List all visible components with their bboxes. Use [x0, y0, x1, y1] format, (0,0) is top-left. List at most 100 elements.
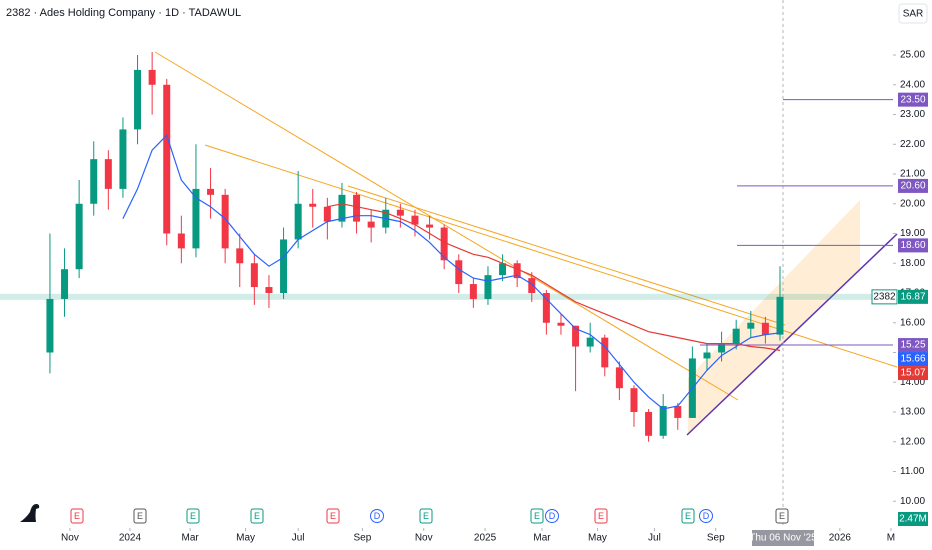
y-tick-label: 25.00: [900, 50, 925, 61]
candle-body: [601, 337, 609, 368]
candle-body: [367, 221, 375, 228]
candle-body: [134, 69, 142, 130]
level-badge-text: 15.25: [900, 340, 925, 351]
candle-body: [703, 352, 711, 359]
candle-body: [411, 215, 419, 225]
ma-badge-text: 15.66: [900, 354, 925, 365]
ma-badge: [898, 366, 928, 381]
candle-body: [75, 203, 83, 270]
candle-body: [294, 203, 302, 240]
candle-body: [250, 263, 258, 288]
event-icon: [133, 508, 147, 524]
y-tick-label: 22.00: [900, 139, 925, 150]
event-label: D: [549, 511, 556, 521]
y-tick-label: 20.00: [900, 198, 925, 209]
candle-body: [659, 406, 667, 436]
y-tick-label: 12.00: [900, 436, 925, 447]
x-tick-label: 2025: [474, 533, 497, 544]
level-badge: [898, 238, 928, 253]
trend-line: [686, 233, 898, 436]
price-badge: [898, 289, 928, 304]
event-icon: [594, 508, 608, 524]
event-label: E: [74, 511, 80, 521]
candle-body: [440, 227, 448, 261]
trend-line: [154, 51, 739, 401]
y-tick-label: 10.00: [900, 496, 925, 507]
candle-body: [323, 206, 331, 222]
level-badge-text: 20.60: [900, 181, 925, 192]
cursor-badge: [752, 530, 814, 546]
candle-body: [469, 284, 477, 299]
candle-body: [236, 248, 244, 264]
y-tick-label: 13.00: [900, 407, 925, 418]
candle-body: [426, 224, 434, 228]
event-icon: [681, 508, 695, 524]
moving-average: [327, 203, 781, 351]
candle-body: [265, 287, 273, 294]
event-label: E: [423, 511, 429, 521]
event-icon: [250, 508, 264, 524]
y-tick-label: 14.00: [900, 377, 925, 388]
event-icon: [186, 508, 200, 524]
logo: [20, 504, 40, 522]
level-badge: [898, 338, 928, 353]
candle-body: [353, 194, 361, 222]
candle-body: [163, 84, 171, 234]
ma-badge: [898, 352, 928, 367]
y-tick-label: 23.00: [900, 109, 925, 120]
x-tick-label: Mar: [181, 533, 199, 544]
candle-body: [61, 269, 69, 299]
candle-body: [207, 188, 215, 195]
x-tick-label: Nov: [415, 533, 433, 544]
x-tick-label: May: [236, 533, 255, 544]
candle-body: [396, 209, 404, 216]
candle-body: [90, 159, 98, 204]
candle-body: [280, 239, 288, 294]
candle-body: [484, 275, 492, 299]
candle-body: [192, 188, 200, 249]
event-icon: [70, 508, 84, 524]
volume-badge-text: 2.47M: [899, 514, 927, 525]
event-label: E: [779, 511, 785, 521]
event-label: D: [374, 511, 381, 521]
event-icon: [699, 509, 713, 523]
candle-body: [557, 322, 565, 326]
price-badge-text: 16.87: [900, 292, 925, 303]
x-tick-label: 2024: [119, 533, 142, 544]
volume-badge: [898, 512, 928, 526]
event-label: D: [703, 511, 710, 521]
candle-body: [46, 298, 54, 353]
x-tick-label: Mar: [533, 533, 551, 544]
candle-body: [119, 129, 127, 189]
candle-body: [309, 203, 317, 207]
y-tick-label: 19.00: [900, 228, 925, 239]
candle-body: [776, 296, 784, 335]
currency-label[interactable]: SAR: [903, 9, 924, 20]
candle-body: [572, 325, 580, 347]
chart-title: 2382 · Ades Holding Company · 1D · TADAW…: [6, 7, 241, 19]
event-icon: [326, 508, 340, 524]
candle-body: [674, 406, 682, 418]
event-label: E: [254, 511, 260, 521]
candle-body: [177, 233, 185, 249]
event-icon: [530, 508, 544, 524]
y-tick-label: 24.00: [900, 79, 925, 90]
candle-body: [645, 411, 653, 436]
candle-body: [513, 263, 521, 279]
level-badge-text: 18.60: [900, 240, 925, 251]
candle-body: [761, 322, 769, 335]
event-icon: [419, 508, 433, 524]
x-tick-label: 2026: [829, 533, 852, 544]
moving-average: [122, 134, 781, 410]
candle-body: [747, 322, 755, 329]
candle-body: [338, 194, 346, 222]
candle-body: [528, 278, 536, 294]
event-icon: [775, 508, 789, 524]
x-tick-label: May: [588, 533, 607, 544]
symbol-badge-text: 2382: [873, 292, 896, 303]
event-icon: [545, 509, 559, 523]
candle-body: [718, 343, 726, 353]
candle-body: [221, 194, 229, 249]
currency-button[interactable]: [898, 3, 928, 24]
